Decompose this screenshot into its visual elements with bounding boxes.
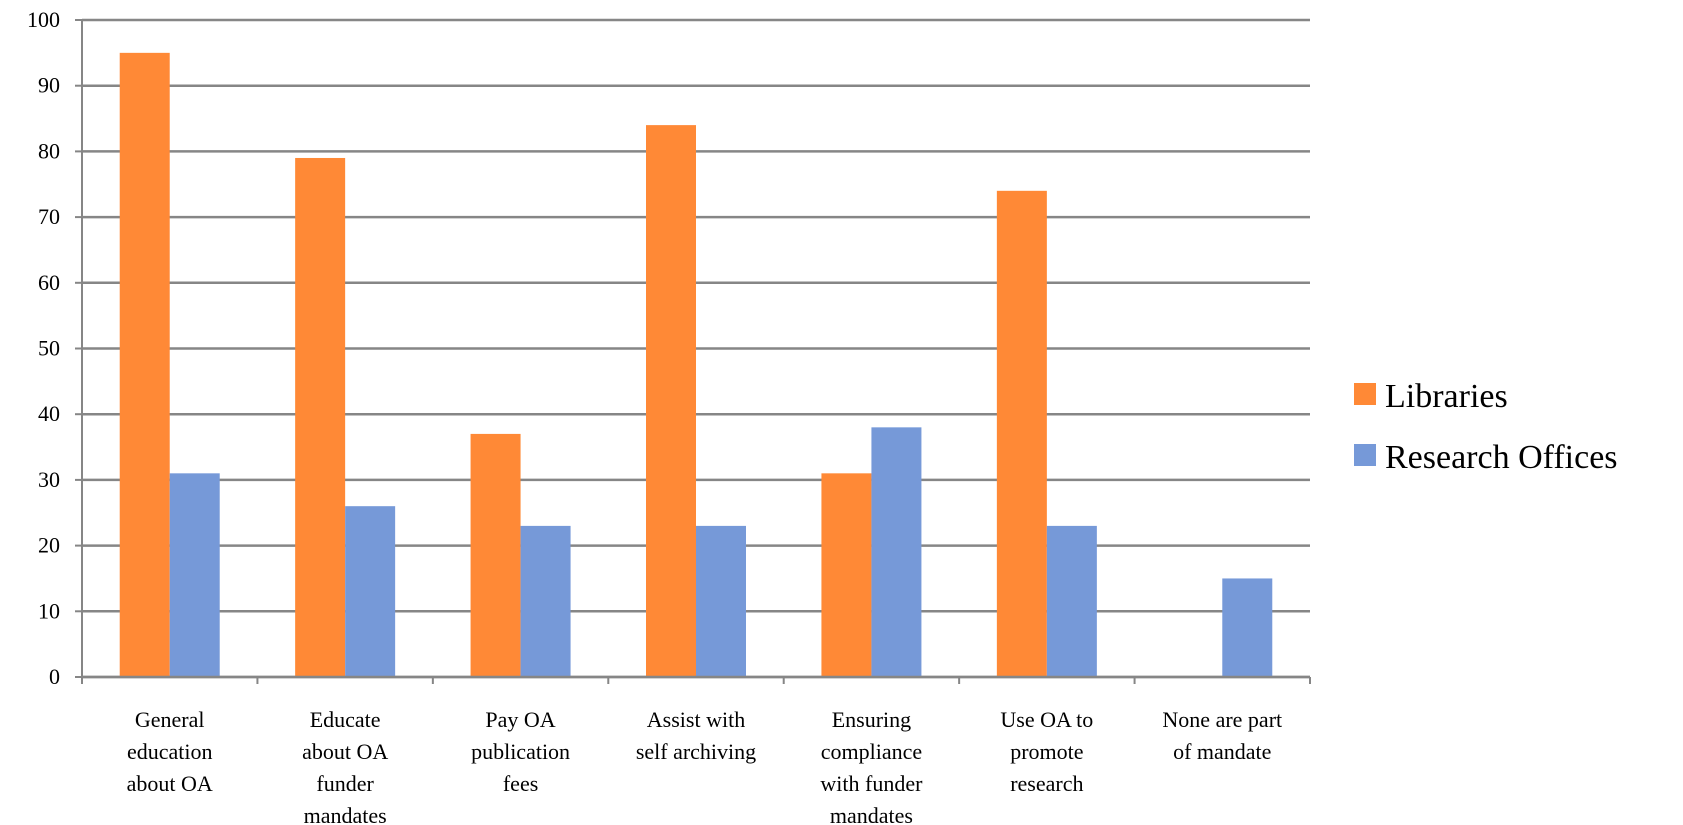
x-tick-label-line: Use OA to — [1000, 707, 1093, 732]
x-tick-label: Ensuring compliance with funder mandates — [820, 707, 923, 825]
x-tick-label-line: mandates — [304, 803, 387, 825]
x-tick-label: General education about OA — [127, 707, 213, 796]
y-tick-label: 40 — [38, 401, 60, 426]
y-tick-label: 70 — [38, 204, 60, 229]
bar-research-offices — [520, 525, 571, 677]
axes — [75, 19, 1311, 684]
x-tick-label-line: promote — [1010, 739, 1083, 764]
x-tick-label-line: Educate — [310, 707, 381, 732]
legend-label: Libraries — [1385, 378, 1508, 415]
y-tick-label: 60 — [38, 270, 60, 295]
x-tick-label: Educate about OA funder mandates — [302, 707, 388, 825]
bar-research-offices — [1046, 525, 1097, 677]
x-tick-label-line: publication — [471, 739, 570, 764]
y-tick-label: 0 — [49, 664, 60, 689]
bar-libraries — [821, 473, 872, 677]
y-tick-label: 10 — [38, 598, 60, 623]
x-tick-label-line: compliance — [821, 739, 922, 764]
legend: Libraries Research Offices — [1354, 378, 1618, 476]
x-axis-labels: General education about OA Educate about OA f… — [127, 707, 1283, 825]
y-tick-label: 30 — [38, 467, 60, 492]
bar-research-offices — [1222, 578, 1273, 677]
y-tick-label: 50 — [38, 336, 60, 361]
x-tick-label: None are part of mandate — [1162, 707, 1282, 764]
x-tick-label: Use OA to promote research — [1000, 707, 1093, 796]
legend-swatch — [1354, 383, 1376, 405]
x-tick-label-line: mandates — [830, 803, 913, 825]
bar-research-offices — [871, 427, 922, 677]
bar-libraries — [470, 433, 521, 677]
y-axis-ticks: 0 10 20 30 40 50 60 70 80 90 100 — [27, 7, 60, 689]
x-tick-label-line: Pay OA — [485, 707, 555, 732]
x-tick-label-line: fees — [503, 771, 538, 796]
x-tick-label-line: self archiving — [636, 739, 756, 764]
x-tick-label-line: about OA — [302, 739, 388, 764]
bar-research-offices — [169, 473, 220, 677]
x-tick-label-line: about OA — [127, 771, 213, 796]
bar-libraries — [119, 52, 170, 678]
x-tick-label: Assist with self archiving — [636, 707, 756, 764]
x-tick-label-line: General — [135, 707, 205, 732]
y-tick-label: 80 — [38, 138, 60, 163]
legend-swatch — [1354, 444, 1376, 466]
y-tick-label: 90 — [38, 73, 60, 98]
bars — [119, 52, 1273, 678]
bar-libraries — [996, 190, 1047, 677]
bar-libraries — [295, 157, 346, 678]
bar-research-offices — [345, 506, 396, 677]
x-tick-label-line: research — [1010, 771, 1083, 796]
y-tick-label: 20 — [38, 533, 60, 558]
x-tick-label-line: funder — [316, 771, 374, 796]
x-tick-label: Pay OA publication fees — [471, 707, 570, 796]
legend-label: Research Offices — [1385, 439, 1618, 476]
bar-libraries — [646, 125, 696, 678]
x-tick-label-line: Ensuring — [832, 707, 911, 732]
y-tick-label: 100 — [27, 7, 60, 32]
x-tick-label-line: Assist with — [647, 707, 745, 732]
bar-research-offices — [696, 525, 746, 677]
x-tick-label-line: education — [127, 739, 213, 764]
x-tick-label-line: of mandate — [1173, 739, 1271, 764]
x-tick-label-line: with funder — [820, 771, 923, 796]
x-tick-label-line: None are part — [1162, 707, 1282, 732]
